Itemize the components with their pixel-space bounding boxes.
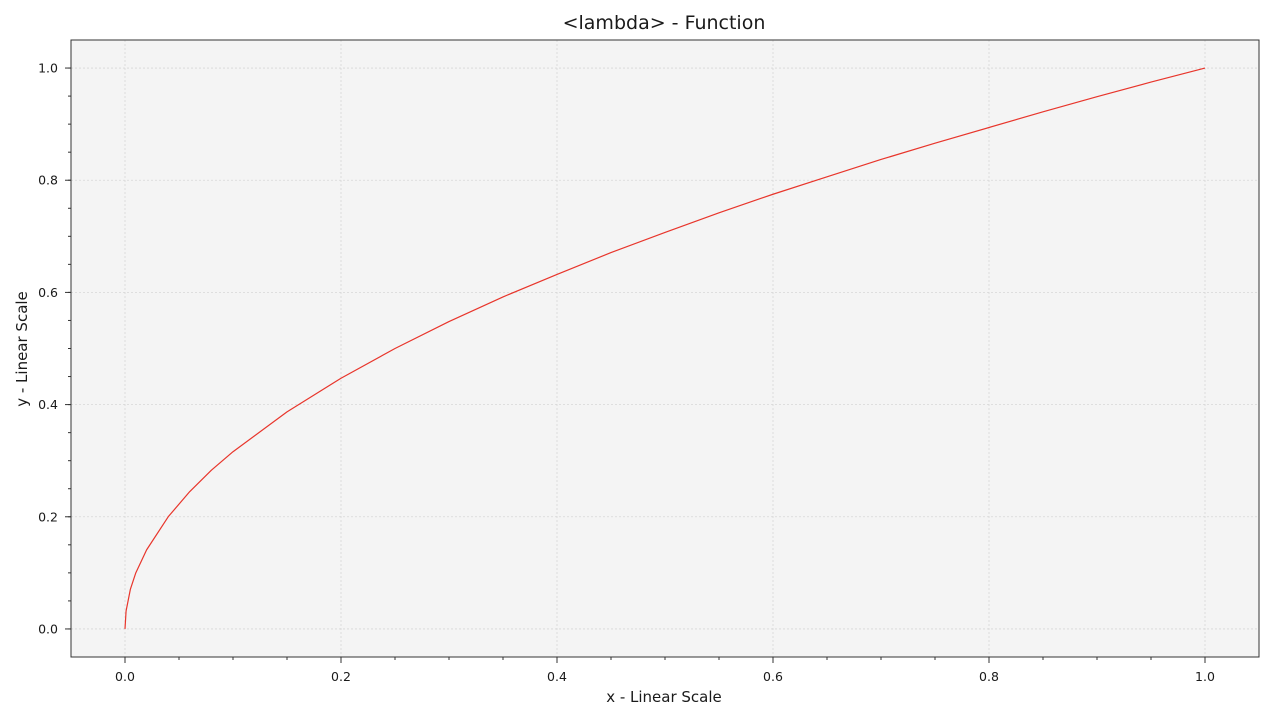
x-tick-label: 0.4	[547, 669, 567, 684]
x-axis-label: x - Linear Scale	[606, 688, 722, 706]
y-tick-label: 1.0	[38, 61, 58, 76]
y-tick-label: 0.0	[38, 621, 58, 636]
y-tick-label: 0.4	[38, 397, 58, 412]
y-tick-label: 0.8	[38, 173, 58, 188]
y-tick-label: 0.2	[38, 509, 58, 524]
axis-ticks: 0.0 0.2 0.4 0.6 0.8 1.0 0.0 0.2 0.4 0.6 0.8 1.0	[38, 61, 1215, 684]
grid-lines	[71, 40, 1259, 657]
y-tick-label: 0.6	[38, 285, 58, 300]
plot-area	[71, 40, 1259, 657]
series-line	[124, 67, 1206, 629]
chart-title: <lambda> - Function	[563, 12, 766, 34]
x-tick-label: 1.0	[1195, 669, 1215, 684]
y-axis-label: y - Linear Scale	[13, 291, 31, 407]
series-layer	[124, 67, 1206, 629]
x-tick-label: 0.0	[115, 669, 135, 684]
x-tick-label: 0.8	[979, 669, 999, 684]
x-tick-label: 0.2	[331, 669, 351, 684]
x-tick-label: 0.6	[763, 669, 783, 684]
